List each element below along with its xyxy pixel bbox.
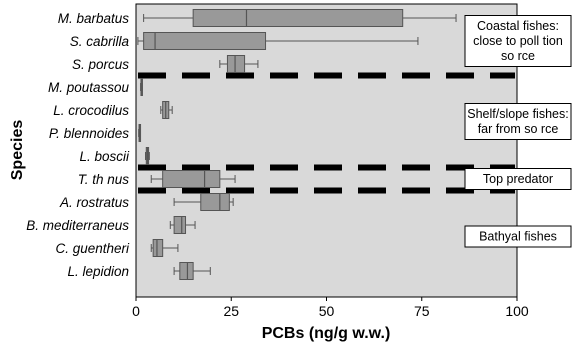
box-iqr — [200, 193, 230, 211]
category-label: B. mediterraneus — [26, 218, 129, 233]
category-label: T. th nus — [78, 172, 130, 187]
box-9 — [173, 193, 234, 211]
box-6 — [138, 124, 142, 142]
group-label-text: close to poll tion — [473, 34, 563, 48]
box-5 — [160, 101, 173, 119]
group-label-text: Bathyal fishes — [479, 230, 557, 244]
box-12 — [173, 262, 211, 280]
x-tick-label: 0 — [132, 303, 140, 319]
y-axis-label: Species — [9, 120, 26, 181]
box-iqr — [152, 239, 164, 257]
plot-area — [135, 3, 518, 298]
box-iqr — [192, 9, 404, 27]
category-label: S. porcus — [72, 57, 129, 72]
x-tick-label: 100 — [505, 303, 529, 319]
group-label-box — [464, 15, 572, 67]
box-iqr — [143, 32, 267, 50]
group-label-box — [464, 225, 572, 248]
box-7 — [145, 147, 150, 165]
group-label-text: Top predator — [483, 172, 553, 186]
box-10 — [169, 216, 196, 234]
group-label-text: far from so rce — [478, 122, 559, 136]
category-label: M. poutassou — [48, 80, 130, 95]
box-8 — [150, 170, 236, 188]
box-1 — [143, 9, 457, 27]
group-label-text: Coastal fishes: — [477, 19, 559, 33]
group-label-box — [464, 168, 572, 190]
category-label: L. boscii — [79, 149, 130, 164]
box-4 — [140, 78, 143, 96]
group-label-2: Shelf/slope fishes:far from so rce — [464, 103, 572, 140]
category-label: M. barbatus — [58, 11, 130, 26]
x-axis-label: PCBs (ng/g w.w.) — [262, 325, 391, 342]
group-label-box — [464, 103, 572, 140]
group-label-4: Bathyal fishes — [464, 225, 572, 248]
group-label-3: Top predator — [464, 168, 572, 190]
box-iqr — [226, 55, 246, 73]
box-2 — [137, 32, 419, 50]
group-label-text: so rce — [501, 49, 535, 63]
box-iqr — [162, 170, 221, 188]
x-tick-label: 25 — [223, 303, 239, 319]
box-iqr — [179, 262, 194, 280]
category-label: S. cabrilla — [70, 34, 130, 49]
x-tick-label: 75 — [414, 303, 430, 319]
category-label: A. rostratus — [59, 195, 129, 210]
x-tick-label: 50 — [319, 303, 335, 319]
box-11 — [150, 239, 179, 257]
category-label: L. lepidion — [67, 264, 129, 279]
category-label: L. crocodilus — [53, 103, 129, 118]
box-iqr — [173, 216, 187, 234]
category-label: C. guentheri — [55, 241, 130, 256]
group-label-text: Shelf/slope fishes: — [467, 107, 568, 121]
category-label: P. blennoides — [49, 126, 129, 141]
box-3 — [219, 55, 259, 73]
